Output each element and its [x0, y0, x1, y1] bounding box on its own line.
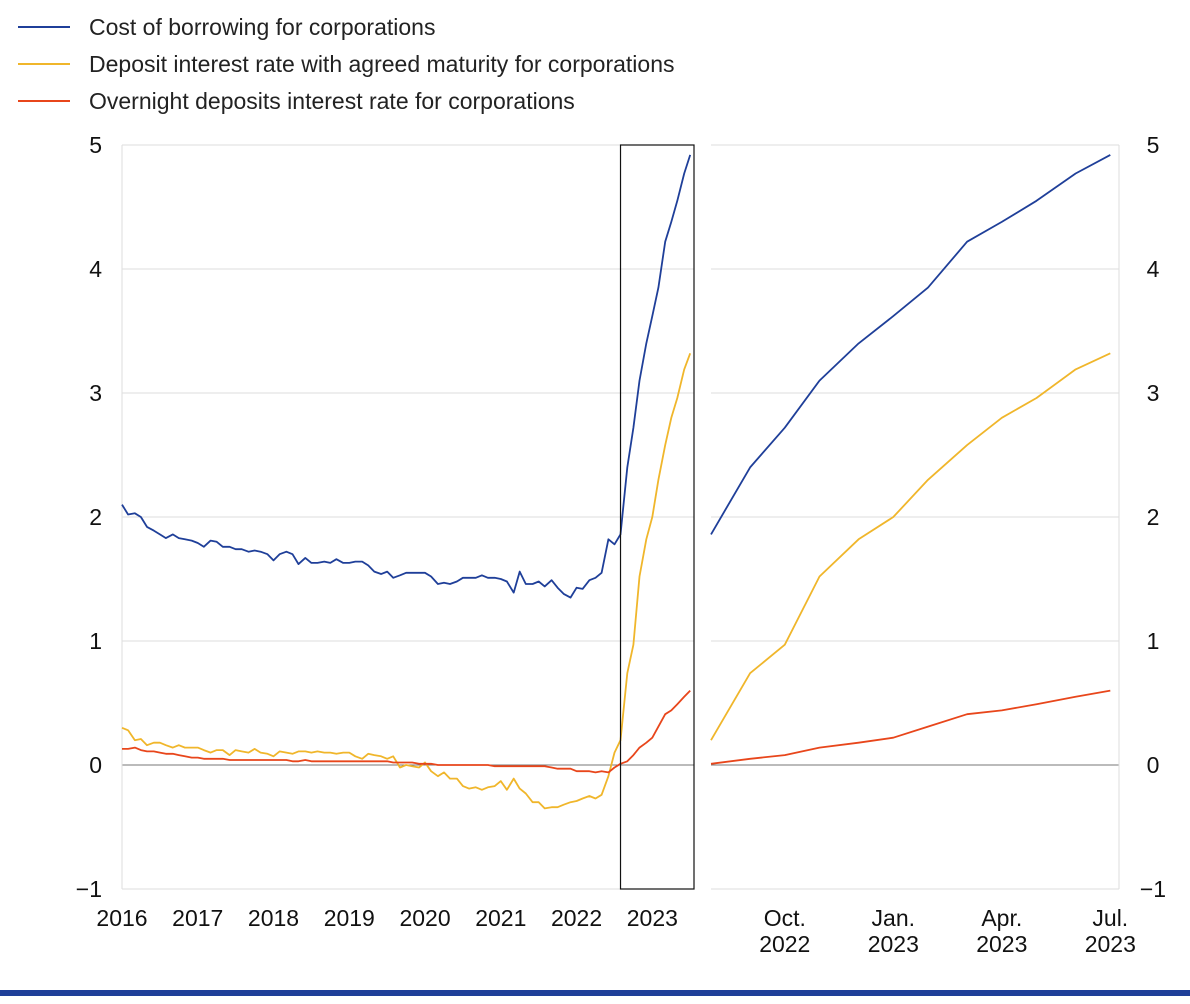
legend: Cost of borrowing for corporations Deposi…	[18, 14, 675, 114]
x-tick-label: 2018	[248, 905, 299, 931]
series-line-1	[121, 154, 692, 599]
y-tick-label: 5	[89, 132, 102, 158]
legend-label: Deposit interest rate with agreed maturi…	[89, 51, 675, 77]
x-tick-label: 2020	[399, 905, 450, 931]
x-tick-label: 2017	[172, 905, 223, 931]
y-tick-label: 1	[1147, 628, 1160, 654]
y-tick-label: 0	[89, 752, 102, 778]
y-tick-label: 5	[1147, 132, 1160, 158]
x-tick-label: 2016	[96, 905, 147, 931]
footer-rule	[0, 990, 1190, 996]
y-tick-label: 4	[1147, 256, 1160, 282]
series-line-3	[122, 689, 691, 774]
y-tick-label: 3	[1147, 380, 1160, 406]
x-tick-label: 2022	[551, 905, 602, 931]
x-tick-label: Apr. 2023	[976, 905, 1027, 957]
y-tick-label: −1	[1140, 876, 1166, 902]
left-panel: −1 0 1 2 3 4 5 2016 2017 2018 2019 2020 2021 2022 2023	[76, 132, 695, 931]
series-line-2	[121, 352, 692, 810]
legend-label: Cost of borrowing for corporations	[89, 14, 435, 40]
highlight-box	[619, 144, 695, 890]
series-line-1	[710, 154, 1111, 535]
x-tick-label: 2021	[475, 905, 526, 931]
right-panel: −1 0 1 2 3 4 5 Oct. 2022 Jan. 2023 Apr. 2023 Jul. 2023	[710, 132, 1166, 957]
y-tick-label: 1	[89, 628, 102, 654]
y-tick-label: 4	[89, 256, 102, 282]
y-tick-label: 0	[1147, 752, 1160, 778]
x-tick-label: Jul. 2023	[1085, 905, 1136, 957]
legend-label: Overnight deposits interest rate for cor…	[89, 88, 575, 114]
y-tick-label: 2	[1147, 504, 1160, 530]
series-line-3	[710, 689, 1111, 765]
series-line-2	[710, 352, 1111, 741]
x-tick-label: 2023	[627, 905, 678, 931]
y-tick-label: 2	[89, 504, 102, 530]
y-tick-label: 3	[89, 380, 102, 406]
x-tick-label: Jan. 2023	[868, 905, 919, 957]
y-tick-label: −1	[76, 876, 102, 902]
x-tick-label: 2019	[324, 905, 375, 931]
x-tick-label: Oct. 2022	[759, 905, 810, 957]
